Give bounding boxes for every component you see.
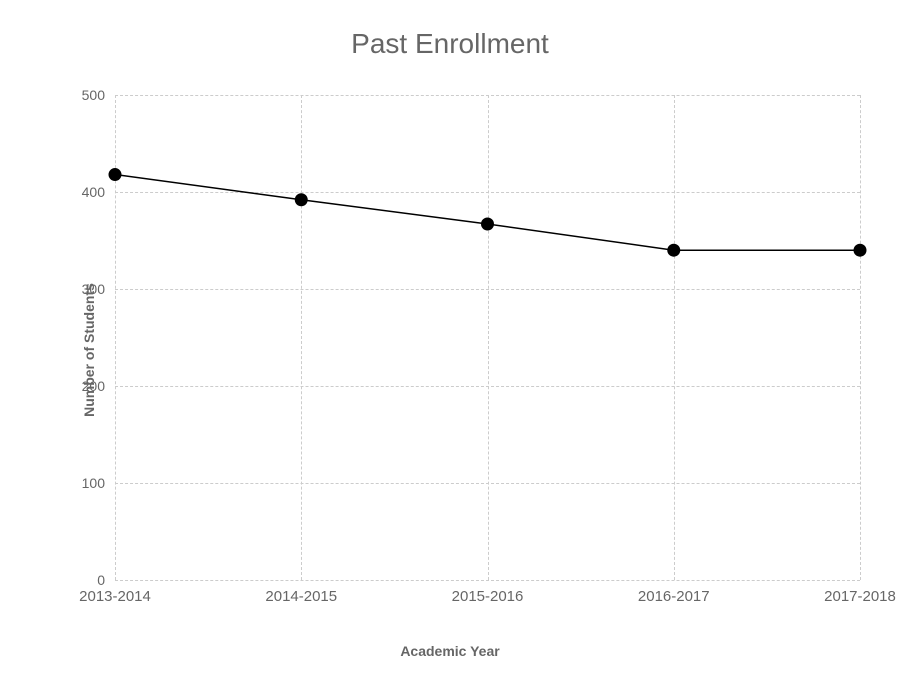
chart-title: Past Enrollment [0,28,900,60]
plot-area: 01002003004005002013-20142014-20152015-2… [115,95,860,580]
y-tick-label: 300 [82,281,115,297]
series-layer [115,95,860,580]
x-tick-label: 2014-2015 [265,580,337,605]
y-tick-label: 200 [82,378,115,394]
x-tick-label: 2017-2018 [824,580,896,605]
gridline-vertical [860,95,861,580]
data-point [668,244,680,256]
enrollment-chart: Past Enrollment Number of Students Acade… [0,0,900,697]
data-point [109,169,121,181]
x-tick-label: 2015-2016 [452,580,524,605]
y-tick-label: 100 [82,475,115,491]
y-tick-label: 500 [82,87,115,103]
data-point [295,194,307,206]
y-axis-label: Number of Students [81,283,97,417]
x-tick-label: 2016-2017 [638,580,710,605]
data-point [854,244,866,256]
x-axis-label: Academic Year [0,643,900,659]
data-point [482,218,494,230]
x-tick-label: 2013-2014 [79,580,151,605]
y-tick-label: 400 [82,184,115,200]
series-line [115,175,860,251]
